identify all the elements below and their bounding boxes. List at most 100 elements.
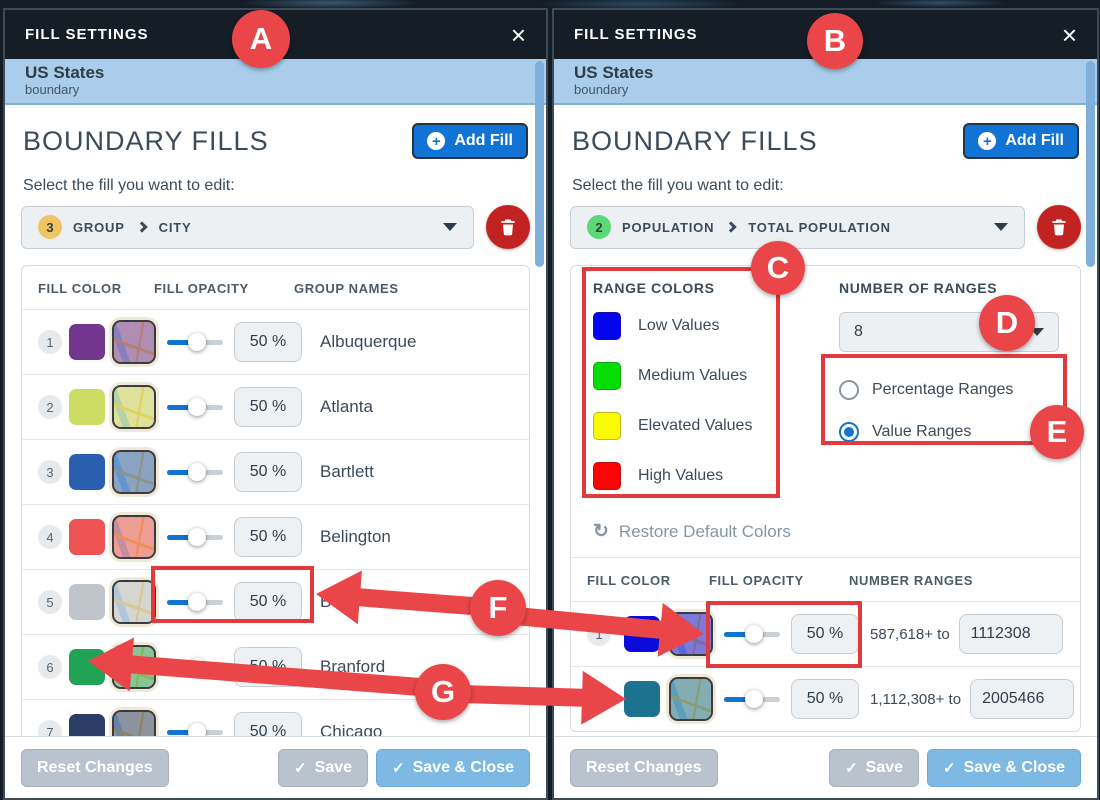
restore-default-colors-link[interactable]: ↻ Restore Default Colors bbox=[593, 520, 1080, 543]
slider-fill bbox=[167, 730, 193, 735]
range-color-swatch[interactable] bbox=[593, 412, 621, 440]
slider-fill bbox=[167, 340, 193, 345]
fill-opacity-slider[interactable] bbox=[167, 527, 223, 547]
table-row: 3 50 % Bartlett bbox=[22, 439, 529, 504]
fill-color-swatch[interactable] bbox=[69, 519, 105, 555]
map-preview-swatch bbox=[669, 677, 713, 721]
save-label: Save bbox=[314, 758, 353, 776]
row-number: 5 bbox=[38, 590, 62, 614]
dropdown-path-child: TOTAL POPULATION bbox=[748, 219, 891, 235]
radio-option[interactable]: Value Ranges bbox=[839, 422, 1068, 442]
fill-opacity-slider[interactable] bbox=[167, 332, 223, 352]
range-start-label: 587,618+ to bbox=[870, 625, 950, 643]
fill-color-swatch[interactable] bbox=[69, 714, 105, 736]
fill-opacity-slider[interactable] bbox=[724, 624, 780, 644]
close-icon[interactable]: × bbox=[1061, 19, 1077, 50]
fill-opacity-input[interactable]: 50 % bbox=[234, 647, 302, 687]
reset-changes-button[interactable]: Reset Changes bbox=[570, 748, 718, 787]
scrollbar-thumb[interactable] bbox=[535, 61, 544, 267]
fill-color-swatch[interactable] bbox=[69, 324, 105, 360]
range-value-input[interactable]: 1112308 bbox=[958, 614, 1063, 654]
close-icon[interactable]: × bbox=[510, 19, 526, 50]
fill-opacity-slider[interactable] bbox=[167, 657, 223, 677]
check-icon: ✓ bbox=[943, 759, 956, 777]
slider-thumb[interactable] bbox=[188, 528, 206, 546]
fill-opacity-slider[interactable] bbox=[167, 397, 223, 417]
fill-color-swatch[interactable] bbox=[69, 584, 105, 620]
table-row: 1 50 % Albuquerque bbox=[22, 309, 529, 374]
map-preview-swatch bbox=[112, 645, 156, 689]
row-number: 7 bbox=[38, 720, 62, 736]
dialog-footer: Reset Changes ✓ Save ✓ Save & Close bbox=[554, 736, 1097, 798]
dialog-header: FILL SETTINGS × bbox=[5, 10, 546, 59]
chevron-right-icon bbox=[725, 221, 737, 233]
fill-opacity-input[interactable]: 50 % bbox=[234, 582, 302, 622]
save-close-button[interactable]: ✓ Save & Close bbox=[927, 748, 1081, 787]
fill-opacity-slider[interactable] bbox=[167, 722, 223, 736]
slider-thumb[interactable] bbox=[188, 333, 206, 351]
fill-opacity-input[interactable]: 50 % bbox=[234, 712, 302, 736]
table-row: 2 50 % Atlanta bbox=[22, 374, 529, 439]
group-name-label: Belington bbox=[320, 527, 391, 546]
number-of-ranges-value: 8 bbox=[854, 323, 863, 340]
add-fill-button[interactable]: + Add Fill bbox=[963, 123, 1079, 159]
range-color-label: Low Values bbox=[638, 317, 720, 334]
delete-fill-button[interactable] bbox=[1037, 205, 1081, 249]
reset-changes-button[interactable]: Reset Changes bbox=[21, 748, 169, 787]
slider-thumb[interactable] bbox=[745, 625, 763, 643]
fill-opacity-slider[interactable] bbox=[724, 689, 780, 709]
fill-opacity-input[interactable]: 50 % bbox=[234, 322, 302, 362]
add-fill-label: Add Fill bbox=[454, 132, 513, 149]
radio-dot bbox=[844, 427, 854, 437]
trash-icon bbox=[501, 219, 515, 236]
group-name-label: Bartlett bbox=[320, 462, 374, 481]
fill-opacity-input[interactable]: 50 % bbox=[234, 387, 302, 427]
slider-thumb[interactable] bbox=[188, 593, 206, 611]
fill-opacity-input[interactable]: 50 % bbox=[791, 614, 859, 654]
slider-thumb[interactable] bbox=[188, 463, 206, 481]
radio-unselected-icon[interactable] bbox=[839, 380, 859, 400]
slider-thumb[interactable] bbox=[188, 723, 206, 736]
fill-color-swatch[interactable] bbox=[69, 649, 105, 685]
save-button[interactable]: ✓ Save bbox=[829, 748, 920, 787]
fill-opacity-input[interactable]: 50 % bbox=[234, 517, 302, 557]
fill-color-swatch[interactable] bbox=[69, 389, 105, 425]
save-close-button[interactable]: ✓ Save & Close bbox=[376, 748, 530, 787]
slider-thumb[interactable] bbox=[745, 690, 763, 708]
range-color-label: Medium Values bbox=[638, 367, 748, 384]
range-color-swatch[interactable] bbox=[593, 312, 621, 340]
range-color-swatch[interactable] bbox=[593, 362, 621, 390]
range-color-swatch[interactable] bbox=[593, 462, 621, 490]
dropdown-path-parent: GROUP bbox=[73, 219, 125, 235]
slider-fill bbox=[167, 405, 193, 410]
column-header: NUMBER RANGES bbox=[849, 573, 974, 588]
fill-opacity-input[interactable]: 50 % bbox=[234, 452, 302, 492]
scrollbar-thumb[interactable] bbox=[1086, 61, 1095, 267]
add-fill-button[interactable]: + Add Fill bbox=[412, 123, 528, 159]
fill-select-dropdown[interactable]: 2 POPULATION TOTAL POPULATION bbox=[570, 205, 1025, 249]
slider-thumb[interactable] bbox=[188, 398, 206, 416]
slider-fill bbox=[724, 697, 750, 702]
group-name-label: Albuquerque bbox=[320, 332, 417, 351]
range-value-input[interactable]: 2005466 bbox=[970, 679, 1075, 719]
radio-option[interactable]: Percentage Ranges bbox=[839, 380, 1068, 400]
slider-thumb[interactable] bbox=[188, 658, 206, 676]
chevron-down-icon bbox=[443, 223, 457, 231]
fill-opacity-slider[interactable] bbox=[167, 592, 223, 612]
map-preview-swatch bbox=[112, 580, 156, 624]
table-row: 7 50 % Chicago bbox=[22, 699, 529, 736]
fill-opacity-input[interactable]: 50 % bbox=[791, 679, 859, 719]
fill-count-badge: 3 bbox=[38, 215, 62, 239]
range-color-item: High Values bbox=[593, 462, 823, 490]
fill-color-swatch[interactable] bbox=[69, 454, 105, 490]
fill-color-swatch[interactable] bbox=[624, 616, 660, 652]
save-button[interactable]: ✓ Save bbox=[278, 748, 369, 787]
fill-opacity-slider[interactable] bbox=[167, 462, 223, 482]
fill-select-dropdown[interactable]: 3 GROUP CITY bbox=[21, 205, 474, 249]
number-of-ranges-select[interactable]: 8 bbox=[839, 312, 1059, 352]
fill-color-swatch[interactable] bbox=[624, 681, 660, 717]
group-name-label: Branford bbox=[320, 657, 386, 676]
delete-fill-button[interactable] bbox=[486, 205, 530, 249]
radio-selected-icon[interactable] bbox=[839, 422, 859, 442]
